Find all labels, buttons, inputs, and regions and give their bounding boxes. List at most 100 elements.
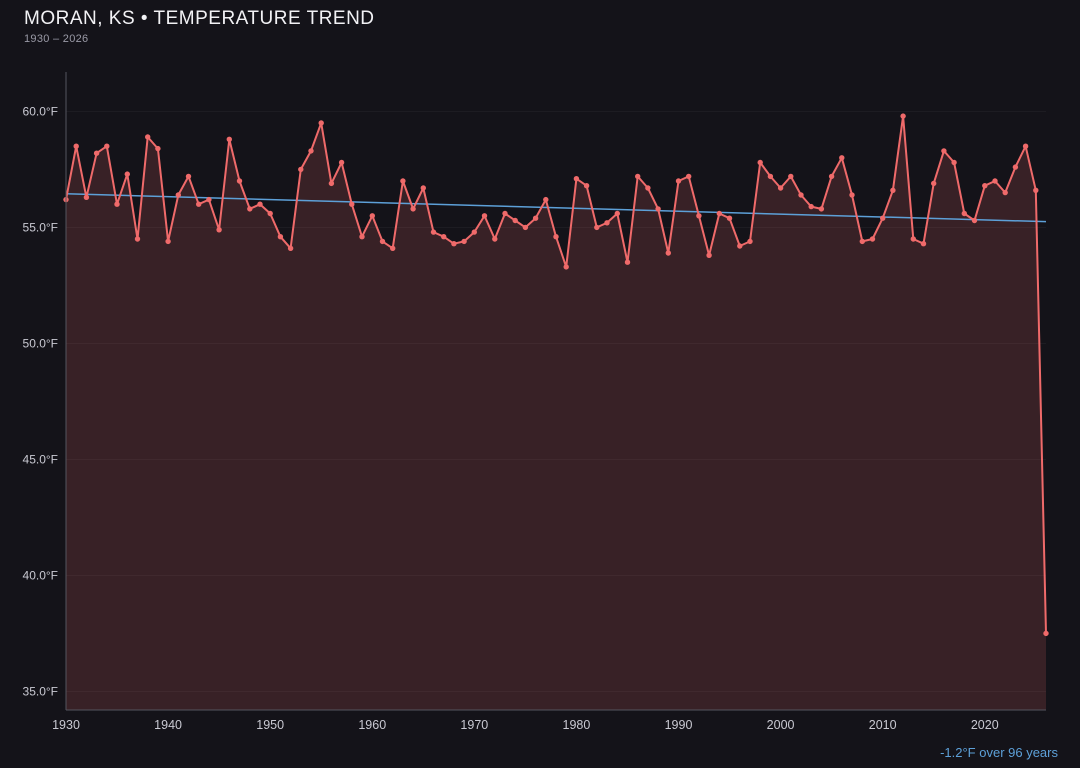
data-point <box>828 173 835 180</box>
data-point <box>961 210 967 217</box>
y-tick-label: 55.0°F <box>23 220 58 234</box>
data-point <box>420 185 426 191</box>
x-tick-label: 1980 <box>563 718 591 732</box>
data-point <box>461 238 467 245</box>
data-point <box>604 220 610 226</box>
data-point <box>706 252 712 258</box>
y-tick-label: 45.0°F <box>23 452 58 466</box>
data-point <box>716 210 722 217</box>
data-point <box>726 215 733 221</box>
data-point <box>951 159 957 166</box>
data-point <box>747 238 753 245</box>
data-point <box>175 192 181 198</box>
data-point <box>1043 630 1049 637</box>
data-point <box>920 241 927 247</box>
data-point <box>155 145 161 152</box>
data-point <box>451 241 457 247</box>
data-point <box>522 224 529 231</box>
data-point <box>257 201 263 207</box>
chart-header: MORAN, KS • TEMPERATURE TREND 1930 – 202… <box>24 8 375 45</box>
data-point <box>675 178 682 184</box>
data-point <box>247 206 253 212</box>
data-point <box>808 203 814 210</box>
data-point <box>777 185 784 191</box>
data-point <box>390 245 396 251</box>
data-point <box>267 210 273 217</box>
data-point <box>767 173 774 180</box>
data-point <box>185 173 192 180</box>
data-point <box>379 238 386 245</box>
data-point <box>543 196 549 203</box>
temperature-area-fill <box>66 116 1046 711</box>
data-point <box>430 229 437 235</box>
data-point <box>839 155 845 161</box>
data-point <box>359 234 365 240</box>
data-point <box>686 173 692 180</box>
data-point <box>788 173 794 180</box>
data-point <box>502 210 508 217</box>
data-point <box>277 234 284 240</box>
data-point <box>971 217 978 224</box>
data-point <box>328 180 335 187</box>
x-tick-label: 2020 <box>971 718 999 732</box>
data-point <box>287 245 294 251</box>
data-point <box>696 213 702 219</box>
data-point <box>869 236 876 242</box>
data-point <box>655 206 661 212</box>
data-point <box>400 178 406 184</box>
data-point <box>338 159 345 166</box>
data-point <box>532 215 539 221</box>
data-point <box>410 206 416 212</box>
data-point <box>226 136 232 142</box>
data-point <box>910 236 916 242</box>
data-point <box>512 217 518 224</box>
data-point <box>982 183 988 189</box>
y-tick-label: 60.0°F <box>23 104 58 118</box>
data-point <box>441 234 447 240</box>
data-point <box>931 180 937 187</box>
data-point <box>553 234 559 240</box>
data-point <box>624 259 631 265</box>
data-point <box>165 238 171 245</box>
data-point <box>890 187 896 193</box>
data-point <box>737 243 743 249</box>
data-point <box>900 113 906 119</box>
x-tick-label: 2010 <box>869 718 897 732</box>
data-point <box>798 192 804 198</box>
data-point <box>124 171 130 177</box>
data-point <box>941 148 947 154</box>
x-tick-label: 1930 <box>52 718 80 732</box>
data-point <box>1022 143 1029 149</box>
data-point <box>635 173 641 180</box>
data-point <box>93 150 100 156</box>
data-point <box>859 238 865 245</box>
x-tick-label: 1950 <box>256 718 284 732</box>
data-point <box>1002 189 1008 196</box>
trend-annotation: -1.2°F over 96 years <box>940 745 1058 760</box>
data-point <box>880 215 886 221</box>
data-point <box>298 166 304 173</box>
data-point <box>134 236 141 242</box>
data-point <box>236 178 243 184</box>
data-point <box>216 227 222 233</box>
y-tick-label: 40.0°F <box>23 568 58 582</box>
data-point <box>318 120 324 126</box>
data-point <box>757 159 763 166</box>
y-tick-label: 50.0°F <box>23 336 58 350</box>
data-point <box>992 178 998 184</box>
data-point <box>594 224 600 231</box>
x-tick-label: 2000 <box>767 718 795 732</box>
chart-subtitle: 1930 – 2026 <box>24 33 89 45</box>
data-point <box>563 264 569 270</box>
x-tick-label: 1970 <box>460 718 488 732</box>
data-point <box>492 236 498 242</box>
data-point <box>818 206 825 212</box>
data-point <box>1012 164 1019 170</box>
data-point <box>73 143 79 149</box>
data-point <box>349 201 355 207</box>
data-point <box>849 192 855 198</box>
data-point <box>308 148 314 154</box>
data-point <box>196 201 202 207</box>
